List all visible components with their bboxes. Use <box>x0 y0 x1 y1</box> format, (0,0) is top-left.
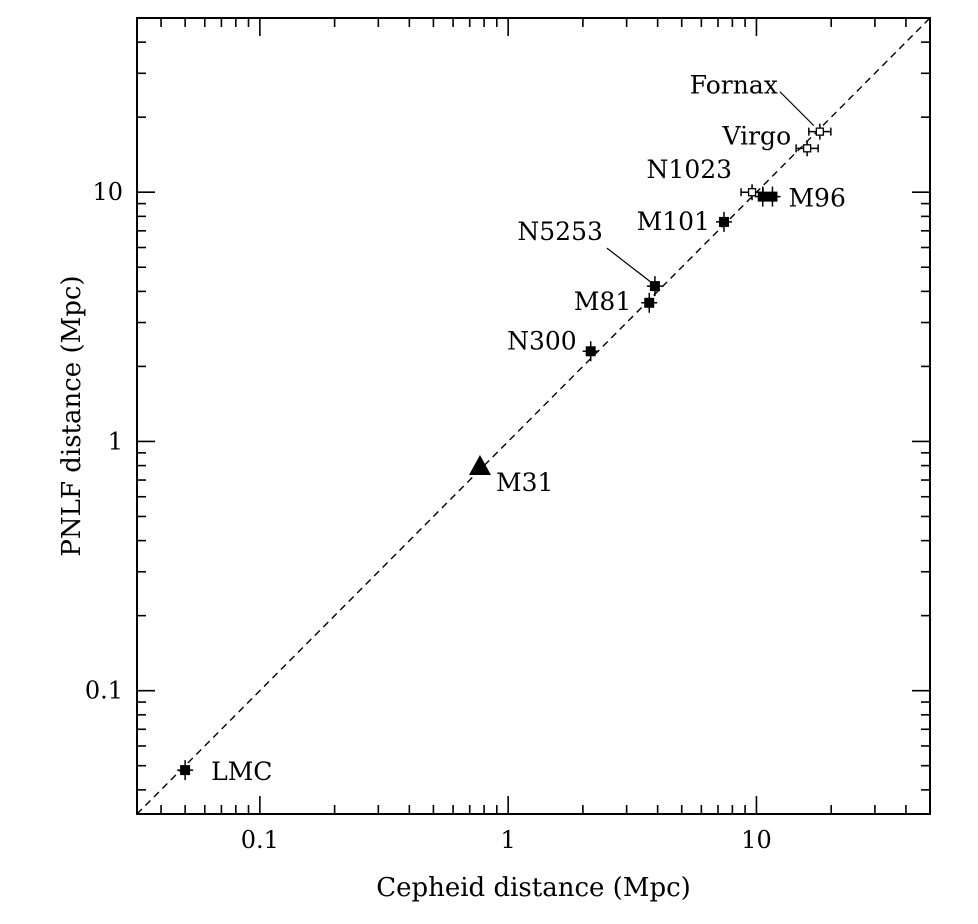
x-tick-label: 1 <box>501 826 516 854</box>
data-point-n5253 <box>646 276 663 297</box>
point-label-m31: M31 <box>496 468 553 497</box>
reference-line-y-equals-x <box>136 17 931 815</box>
point-label-m81: M81 <box>574 287 631 316</box>
point-label-n1023: N1023 <box>647 155 733 184</box>
point-label-m96: M96 <box>788 184 845 213</box>
tick-labels: 0.1 1 10 0.1 1 10 <box>85 178 772 854</box>
y-tick-label: 10 <box>92 178 123 206</box>
x-axis-label: Cepheid distance (Mpc) <box>376 873 691 903</box>
label-leader-lines <box>606 91 815 283</box>
point-label-virgo: Virgo <box>722 121 792 150</box>
point-label-n5253: N5253 <box>517 217 603 246</box>
data-point-unlabeled <box>754 186 771 207</box>
data-point-m31 <box>468 454 491 475</box>
x-tick-label: 0.1 <box>241 826 279 854</box>
point-label-n300: N300 <box>507 326 577 355</box>
y-axis-label: PNLF distance (Mpc) <box>57 275 87 556</box>
axis-ticks <box>137 17 931 814</box>
plot-frame <box>136 17 931 815</box>
leader-line-fornax <box>779 91 815 127</box>
point-label-m101: M101 <box>637 207 710 236</box>
x-tick-label: 10 <box>741 826 772 854</box>
point-labels: LMC M31 N300 M81 N5253 M101 N1023 M96 Virgo Forna… <box>211 71 846 786</box>
data-point-fornax <box>808 123 832 140</box>
leader-line-n5253 <box>606 247 652 283</box>
data-point-virgo <box>795 140 819 157</box>
point-label-fornax: Fornax <box>690 71 778 100</box>
data-point-lmc <box>177 760 194 781</box>
point-label-lmc: LMC <box>211 757 272 786</box>
data-point-n300 <box>582 341 599 362</box>
data-points <box>177 123 832 781</box>
y-tick-label: 1 <box>108 427 123 455</box>
data-point-m101 <box>715 211 732 232</box>
data-point-m81 <box>641 292 658 313</box>
y-tick-label: 0.1 <box>85 677 123 705</box>
